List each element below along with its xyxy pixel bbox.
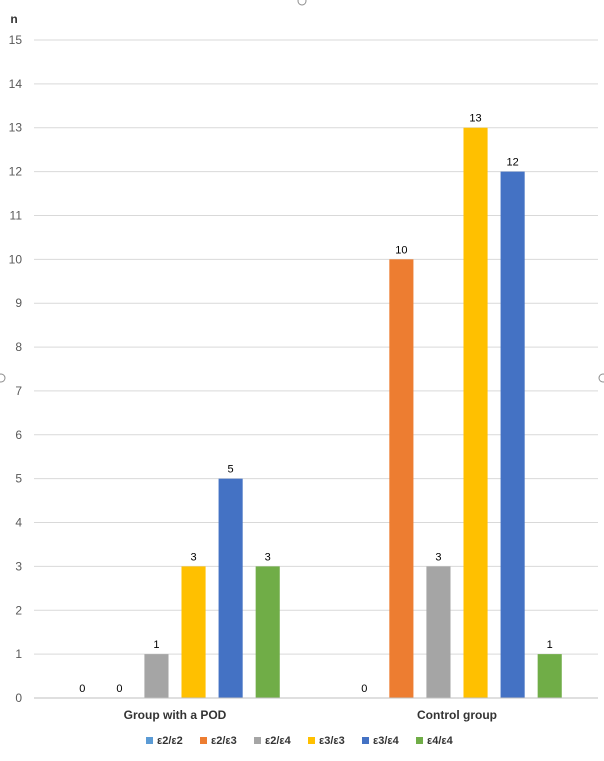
y-tick-label: 5: [15, 472, 22, 486]
legend-label: ε2/ε3: [211, 735, 237, 747]
legend-label: ε4/ε4: [427, 735, 454, 747]
y-tick-label: 7: [15, 384, 22, 398]
data-label: 0: [361, 683, 367, 695]
bar[interactable]: [389, 259, 414, 698]
data-label: 3: [190, 551, 196, 563]
y-tick-label: 13: [9, 121, 23, 135]
data-label: 5: [228, 464, 234, 476]
legend-swatch: [146, 737, 153, 744]
bar[interactable]: [218, 478, 243, 698]
y-tick-label: 1: [15, 647, 22, 661]
y-tick-label: 3: [15, 559, 22, 573]
y-tick-label: 12: [9, 165, 23, 179]
gridlines: [34, 39, 598, 655]
data-label: 1: [153, 639, 159, 651]
data-label: 3: [435, 551, 441, 563]
y-axis-label: n: [10, 12, 17, 26]
y-tick-label: 9: [15, 296, 22, 310]
resize-handle-top[interactable]: [297, 0, 307, 6]
bar[interactable]: [144, 654, 169, 698]
x-category-label: Control group: [417, 708, 497, 722]
x-axis-categories: Group with a POD Control group: [124, 708, 497, 722]
data-label: 3: [265, 551, 271, 563]
y-tick-label: 2: [15, 603, 22, 617]
data-label: 0: [116, 683, 122, 695]
x-category-label: Group with a POD: [124, 708, 227, 722]
y-tick-label: 0: [15, 691, 22, 705]
bar[interactable]: [181, 566, 206, 698]
legend: ε2/ε2 ε2/ε3 ε2/ε4 ε3/ε3 ε3/ε4 ε4/ε4: [146, 735, 454, 747]
y-tick-label: 14: [9, 77, 23, 91]
legend-swatch: [362, 737, 369, 744]
y-tick-label: 4: [15, 516, 22, 530]
resize-handle-left[interactable]: [0, 373, 6, 383]
legend-label: ε3/ε4: [373, 735, 400, 747]
bar[interactable]: [537, 654, 562, 698]
y-tick-label: 6: [15, 428, 22, 442]
bar[interactable]: [463, 127, 488, 698]
data-label: 12: [506, 157, 518, 169]
legend-swatch: [308, 737, 315, 744]
legend-swatch: [416, 737, 423, 744]
y-tick-label: 8: [15, 340, 22, 354]
selection-handles: [0, 0, 604, 383]
bar[interactable]: [255, 566, 280, 698]
resize-handle-right[interactable]: [598, 373, 604, 383]
legend-swatch: [200, 737, 207, 744]
legend-label: ε2/ε2: [157, 735, 183, 747]
legend-label: ε3/ε3: [319, 735, 345, 747]
y-tick-label: 15: [9, 33, 23, 47]
bars: [144, 127, 562, 699]
data-label: 10: [395, 244, 407, 256]
data-label: 1: [547, 639, 553, 651]
legend-label: ε2/ε4: [265, 735, 292, 747]
bar[interactable]: [426, 566, 451, 698]
data-label: 13: [469, 113, 481, 125]
bar[interactable]: [500, 171, 525, 699]
y-tick-label: 11: [10, 208, 23, 222]
y-tick-label: 10: [9, 252, 23, 266]
data-label: 0: [79, 683, 85, 695]
legend-swatch: [254, 737, 261, 744]
